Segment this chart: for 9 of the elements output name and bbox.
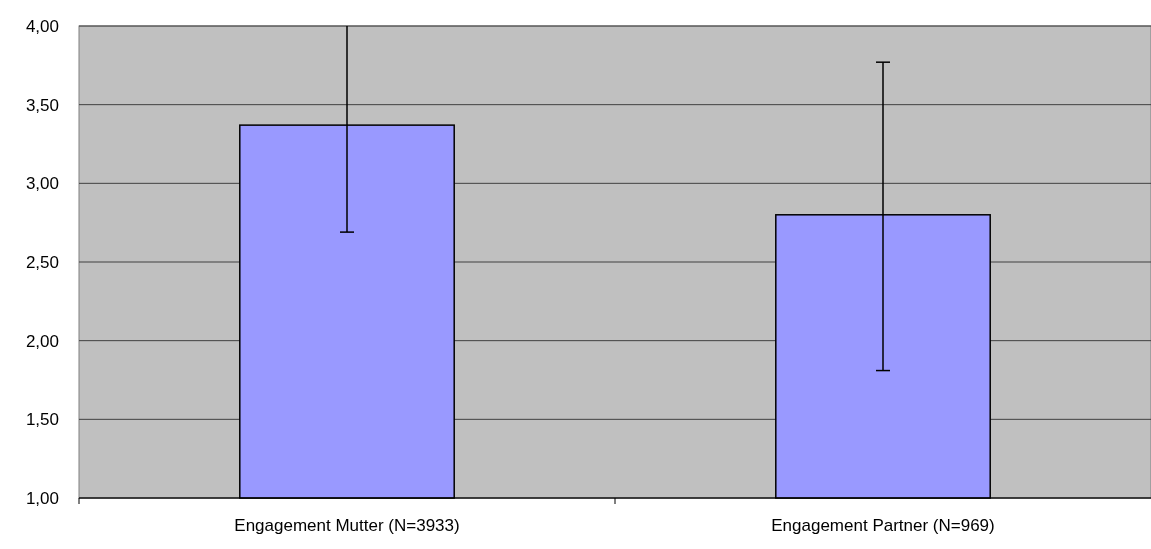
y-tick-label: 4,00 (25, 16, 59, 36)
x-tick-label: Engagement Mutter (N=3933) (234, 516, 460, 535)
y-tick-label: 3,50 (25, 95, 59, 115)
y-tick-label: 3,00 (25, 174, 59, 194)
x-tick-label: Engagement Partner (N=969) (771, 516, 995, 535)
y-tick-label: 1,00 (25, 488, 59, 508)
y-tick-label: 2,00 (25, 331, 59, 351)
y-tick-label: 2,50 (25, 252, 59, 272)
y-tick-label: 1,50 (25, 410, 59, 430)
